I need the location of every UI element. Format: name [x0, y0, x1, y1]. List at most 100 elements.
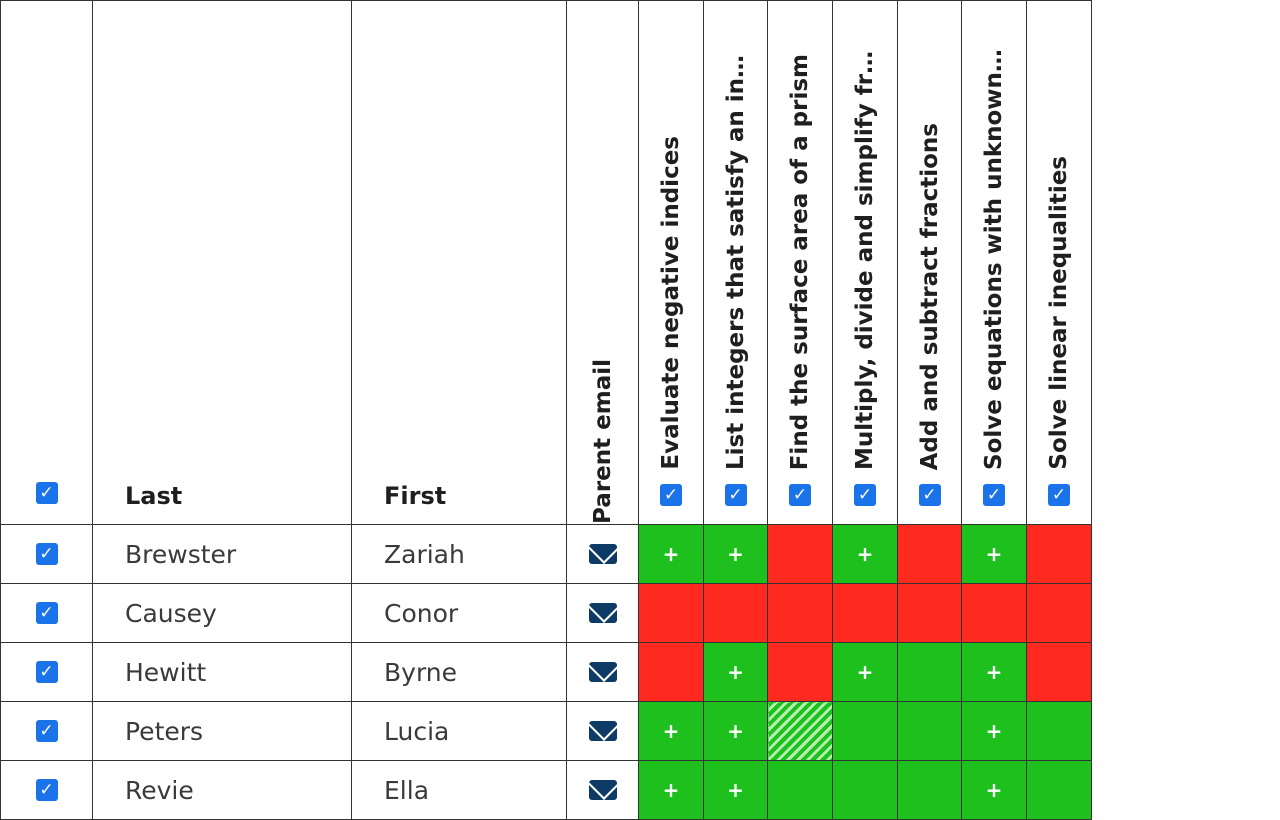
result-cell[interactable] [638, 642, 704, 702]
parent-email-cell [566, 701, 639, 761]
last-name-header[interactable]: Last [92, 0, 352, 525]
result-cell[interactable]: + [961, 524, 1027, 584]
skill-select-checkbox[interactable]: ✓ [918, 484, 941, 506]
result-cell[interactable] [961, 583, 1027, 643]
envelope-icon[interactable] [588, 603, 617, 624]
result-cell[interactable] [1026, 701, 1092, 761]
envelope-icon[interactable] [588, 721, 617, 742]
result-cell[interactable] [767, 701, 833, 761]
result-cell[interactable]: + [832, 524, 898, 584]
result-cell[interactable] [1026, 760, 1092, 820]
parent-email-cell [566, 583, 639, 643]
row-select-cell: ✓ [0, 524, 93, 584]
result-cell[interactable]: + [638, 524, 704, 584]
result-cell[interactable]: + [961, 760, 1027, 820]
first-name-cell: Ella [351, 760, 567, 820]
result-cell[interactable] [897, 760, 962, 820]
result-cell[interactable]: + [703, 524, 768, 584]
envelope-icon[interactable] [588, 780, 617, 801]
skill-select-checkbox[interactable]: ✓ [854, 484, 876, 506]
row-select-checkbox[interactable]: ✓ [35, 602, 58, 624]
row-select-cell: ✓ [0, 583, 93, 643]
last-name-cell: Peters [92, 701, 352, 761]
parent-email-header-cell: Parent email [566, 0, 639, 525]
result-cell[interactable] [832, 583, 898, 643]
result-cell[interactable]: + [703, 642, 768, 702]
select-all-cell: ✓ [0, 0, 93, 525]
result-cell[interactable] [767, 760, 833, 820]
first-name-cell: Lucia [351, 701, 567, 761]
student-row: ✓ Hewitt Byrne + + + [0, 642, 1092, 702]
skill-label[interactable]: Solve linear inequalities [1046, 156, 1072, 470]
skill-label[interactable]: Evaluate negative indices [658, 136, 684, 470]
result-cell[interactable] [897, 701, 962, 761]
skill-header-2: Find the surface area of a prism ✓ [767, 0, 833, 525]
skill-label[interactable]: Solve equations with unknowns on both si… [981, 40, 1007, 470]
skill-select-checkbox[interactable]: ✓ [660, 484, 682, 506]
result-cell[interactable]: + [638, 701, 704, 761]
first-name-cell: Byrne [351, 642, 567, 702]
skill-label[interactable]: List integers that satisfy an inequality [722, 40, 749, 470]
student-rows: ✓ Brewster Zariah + + + + ✓ Causey Conor ✓ Hewitt By… [0, 524, 1092, 820]
header-row: ✓ Last First Parent email Evaluate negat… [0, 0, 1092, 525]
result-cell[interactable] [897, 524, 962, 584]
student-row: ✓ Brewster Zariah + + + + [0, 524, 1092, 584]
skill-header-6: Solve linear inequalities ✓ [1026, 0, 1092, 525]
parent-email-cell [566, 760, 639, 820]
results-grid: ✓ Last First Parent email Evaluate negat… [0, 0, 1092, 820]
skill-label[interactable]: Multiply, divide and simplify fractions [852, 40, 878, 470]
skill-select-checkbox[interactable]: ✓ [983, 484, 1005, 506]
result-cell[interactable] [832, 760, 898, 820]
result-cell[interactable] [703, 583, 768, 643]
student-row: ✓ Revie Ella + + + [0, 760, 1092, 820]
first-name-cell: Zariah [351, 524, 567, 584]
result-cell[interactable] [1026, 583, 1092, 643]
first-name-header[interactable]: First [351, 0, 567, 525]
student-row: ✓ Peters Lucia + + + [0, 701, 1092, 761]
result-cell[interactable] [897, 642, 962, 702]
skill-header-3: Multiply, divide and simplify fractions ✓ [832, 0, 898, 525]
envelope-icon[interactable] [588, 544, 617, 565]
skill-header-1: List integers that satisfy an inequality… [703, 0, 768, 525]
skill-label[interactable]: Find the surface area of a prism [787, 53, 813, 470]
row-select-checkbox[interactable]: ✓ [35, 779, 58, 801]
skill-select-checkbox[interactable]: ✓ [724, 484, 747, 506]
result-cell[interactable] [767, 642, 833, 702]
parent-email-cell [566, 642, 639, 702]
result-cell[interactable] [1026, 642, 1092, 702]
result-cell[interactable] [1026, 524, 1092, 584]
row-select-checkbox[interactable]: ✓ [35, 661, 58, 683]
row-select-cell: ✓ [0, 642, 93, 702]
skill-header-5: Solve equations with unknowns on both si… [961, 0, 1027, 525]
row-select-checkbox[interactable]: ✓ [35, 543, 58, 565]
result-cell[interactable]: + [638, 760, 704, 820]
result-cell[interactable] [638, 583, 704, 643]
result-cell[interactable]: + [703, 760, 768, 820]
first-name-cell: Conor [351, 583, 567, 643]
select-all-checkbox[interactable]: ✓ [35, 482, 58, 504]
parent-email-cell [566, 524, 639, 584]
last-name-cell: Brewster [92, 524, 352, 584]
row-select-checkbox[interactable]: ✓ [35, 720, 58, 742]
result-cell[interactable] [897, 583, 962, 643]
parent-email-header: Parent email [589, 359, 616, 524]
result-cell[interactable] [832, 701, 898, 761]
envelope-icon[interactable] [588, 662, 617, 683]
skill-header-0: Evaluate negative indices ✓ [638, 0, 704, 525]
row-select-cell: ✓ [0, 760, 93, 820]
result-cell[interactable] [767, 583, 833, 643]
student-row: ✓ Causey Conor [0, 583, 1092, 643]
skill-label[interactable]: Add and subtract fractions [916, 122, 943, 470]
last-name-cell: Hewitt [92, 642, 352, 702]
result-cell[interactable]: + [703, 701, 768, 761]
skill-select-checkbox[interactable]: ✓ [1048, 484, 1070, 506]
row-select-cell: ✓ [0, 701, 93, 761]
last-name-cell: Causey [92, 583, 352, 643]
skill-select-checkbox[interactable]: ✓ [789, 484, 811, 506]
result-cell[interactable]: + [961, 701, 1027, 761]
result-cell[interactable]: + [832, 642, 898, 702]
last-name-cell: Revie [92, 760, 352, 820]
result-cell[interactable]: + [961, 642, 1027, 702]
result-cell[interactable] [767, 524, 833, 584]
skill-header-4: Add and subtract fractions ✓ [897, 0, 962, 525]
